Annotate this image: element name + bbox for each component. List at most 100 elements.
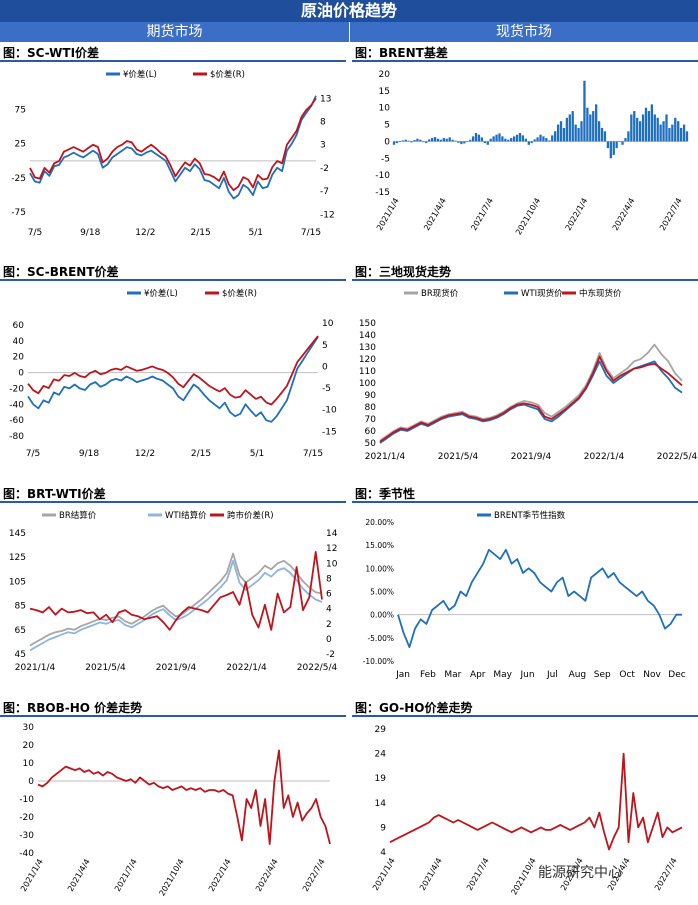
y2-tick-label: -7 <box>320 187 329 197</box>
y2-tick-label: 2 <box>326 620 332 630</box>
bar-mark <box>574 124 577 142</box>
y2-tick-label: 6 <box>326 590 332 600</box>
x-tick-label: Aug <box>569 670 587 680</box>
y-tick-label: 0 <box>28 777 34 787</box>
x-tick-label: 7/15 <box>301 228 321 238</box>
bar-mark <box>498 133 501 142</box>
bar-mark <box>530 141 533 144</box>
y2-tick-label: 10 <box>326 559 338 569</box>
y-tick-label: 90 <box>365 391 377 401</box>
bar-mark <box>618 141 621 143</box>
y-tick-label: 125 <box>9 553 26 563</box>
bar-mark <box>553 131 557 142</box>
series-line <box>379 343 683 442</box>
bar-mark <box>407 140 410 142</box>
title-underline <box>0 279 346 281</box>
bar-mark <box>512 136 516 142</box>
x-tick-label: Dec <box>668 670 685 680</box>
bar-mark <box>448 137 451 142</box>
series-line <box>29 551 323 631</box>
y2-tick-label: 5 <box>322 341 328 351</box>
watermark: 能源研究中心 <box>538 865 622 881</box>
x-tick-label: 2021/9/4 <box>511 452 552 462</box>
x-tick-label: 5/1 <box>250 449 264 459</box>
chart-title-spot-trend: 图：三地现货走势 <box>355 265 452 279</box>
page-banner: 原油价格趋势 <box>0 0 698 22</box>
y-tick-label: 5 <box>384 121 390 131</box>
bar-mark <box>501 136 504 142</box>
y-tick-label: -40 <box>9 400 24 410</box>
bar-mark <box>615 141 618 149</box>
x-tick-label: 2022/4/4 <box>254 858 280 894</box>
bar-mark <box>551 135 554 142</box>
bar-mark <box>454 140 457 142</box>
y-tick-label: 19 <box>375 774 387 784</box>
y-tick-label: 5.00% <box>370 588 394 597</box>
bar-mark <box>671 124 674 142</box>
x-tick-label: 2021/1/4 <box>375 197 401 233</box>
x-tick-label: 2/15 <box>190 228 210 238</box>
x-tick-label: Feb <box>420 670 436 680</box>
x-tick-label: 12/2 <box>135 228 155 238</box>
chart-brt-wti-spread: 45 65 85 105 125 145 -2 0 2 4 6 8 10 12 14 2021/1/4 2021… <box>9 510 338 673</box>
bar-mark <box>636 117 639 142</box>
y2-tick-label: 0 <box>322 362 328 372</box>
y-tick-label: 60 <box>13 321 25 331</box>
bar-mark <box>436 138 440 142</box>
chart-title-rbob-ho: 图：RBOB-HO 价差走势 <box>3 701 143 715</box>
bar-mark <box>685 131 689 142</box>
y-tick-label: -30 <box>19 831 34 841</box>
x-tick-label: 2022/7/4 <box>658 197 684 233</box>
y-tick-label: -60 <box>9 416 24 426</box>
y2-tick-label: -2 <box>320 164 329 174</box>
y2-tick-label: -10 <box>322 406 337 416</box>
title-underline <box>352 501 698 503</box>
y-tick-label: 110 <box>359 367 376 377</box>
bar-mark <box>548 140 551 142</box>
legend-label: WTI结算价 <box>165 510 207 521</box>
bar-mark <box>469 139 472 142</box>
bar-mark <box>577 127 580 142</box>
x-tick-label: 2021/1/4 <box>365 452 406 462</box>
series-line <box>389 752 683 851</box>
y-tick-label: 25 <box>15 140 26 150</box>
bar-mark <box>545 138 548 142</box>
series-line <box>29 95 317 200</box>
series-line <box>29 552 323 647</box>
bar-mark <box>524 138 528 142</box>
chart-sc-brent-spread: -80 -60 -40 -20 0 20 40 60 -15 -10 -5 0 5 10 7/5 9/18 12… <box>9 288 337 459</box>
y-tick-label: -40 <box>19 849 34 859</box>
y-tick-label: 29 <box>375 725 387 735</box>
bar-mark <box>483 141 486 144</box>
bar-mark <box>662 121 665 142</box>
bar-mark <box>565 117 569 142</box>
x-tick-label: Oct <box>619 670 635 680</box>
bar-mark <box>401 140 404 142</box>
bar-mark <box>521 135 525 142</box>
x-tick-label: 5/1 <box>249 228 263 238</box>
bar-mark <box>413 140 416 142</box>
x-tick-label: 2021/5/4 <box>85 663 126 673</box>
x-tick-label: 12/2 <box>135 449 155 459</box>
bar-mark <box>682 124 686 142</box>
y-tick-label: -80 <box>9 432 24 442</box>
y2-tick-label: -2 <box>326 650 335 660</box>
bar-mark <box>568 114 571 142</box>
x-tick-label: Apr <box>470 670 486 680</box>
y-tick-label: 80 <box>365 403 377 413</box>
bar-mark <box>656 117 659 142</box>
y-tick-label: -25 <box>11 174 26 184</box>
x-tick-label: 2021/9/4 <box>156 663 197 673</box>
chart-title-brt-wti: 图：BRT-WTI价差 <box>3 487 106 501</box>
bar-mark <box>439 139 443 142</box>
legend-label: WTI现货价 <box>521 288 563 299</box>
x-tick-label: 7/5 <box>26 449 40 459</box>
y-tick-label: 10.00% <box>365 564 394 573</box>
chart-title-sc-wti: 图：SC-WTI价差 <box>3 46 100 60</box>
legend-label: BR结算价 <box>59 510 97 521</box>
title-underline <box>0 715 346 717</box>
bar-mark <box>644 107 648 142</box>
y-tick-label: 10 <box>379 104 391 114</box>
bar-mark <box>463 141 466 144</box>
legend-label: 中东现货价 <box>579 288 622 299</box>
